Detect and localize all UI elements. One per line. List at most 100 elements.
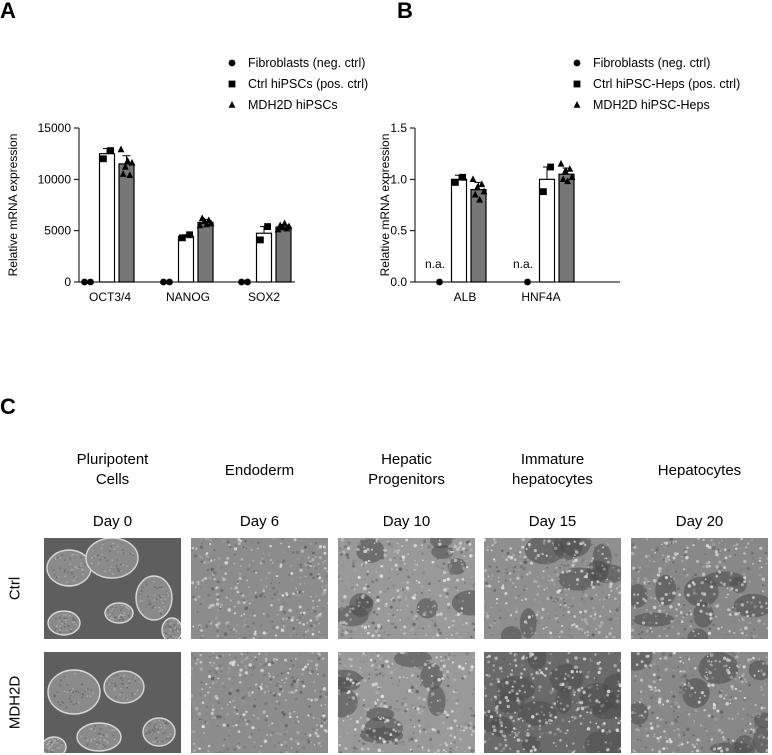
legend-label: Fibroblasts (neg. ctrl) [248,55,366,70]
y-tick-label: 10000 [38,172,72,186]
square-marker-icon [573,80,581,87]
data-point [524,278,531,286]
stage-title-line: Pluripotent [76,451,149,468]
micrograph-ctrl-day-6 [191,538,328,639]
x-tick-label: HNF4A [521,290,560,304]
panel-letter-b: B [397,0,413,23]
y-tick-label: 5000 [44,224,71,238]
micrograph-ctrl-day-10 [338,538,475,639]
y-tick-label: 0 [64,275,71,289]
data-point [196,221,204,229]
stage-title-line: hepatocytes [512,471,593,488]
bar-oct34-1 [98,153,116,283]
stage-title: Immature hepatocytes [488,450,618,490]
square-marker-icon [573,80,581,87]
triangle-marker-icon [573,100,581,108]
y-tick-label: 1.0 [390,172,407,186]
data-point [471,190,479,198]
stage-title-line: Hepatic [381,451,432,468]
data-point [166,278,173,286]
micrograph-mdh2d-day-15 [484,652,621,753]
x-tick-label: SOX2 [248,290,280,304]
data-point [119,170,127,177]
data-point [126,171,134,178]
data-point [562,167,569,174]
stage-title: Endoderm [195,461,325,481]
data-point [274,225,282,233]
day-label: Day 20 [675,513,724,530]
day-label: Day 15 [528,513,577,530]
data-point [244,278,251,286]
legend-b: Fibroblasts (neg. ctrl) Ctrl hiPSC-Heps (… [570,52,740,115]
data-point [160,278,167,286]
square-marker-icon [228,80,236,87]
micrograph-ctrl-day-15 [484,538,621,639]
data-point [540,188,547,196]
legend-label: Ctrl hiPSCs (pos. ctrl) [248,76,369,91]
day-label: Day 6 [239,513,280,530]
stage-title-line: Cells [95,471,130,488]
data-point [100,155,107,163]
data-point [238,278,245,286]
legend-item: Fibroblasts (neg. ctrl) [225,52,368,73]
triangle-marker-icon [573,100,581,108]
data-point [436,278,443,286]
data-point [566,165,574,172]
bar-sox2-1 [255,232,273,283]
data-point [285,222,293,230]
circle-marker-icon [228,59,236,66]
data-point [122,163,129,170]
row-label: Ctrl [6,576,24,600]
annotation-na: n.a. [425,257,445,271]
stage-title: Pluripotent Cells [48,450,178,490]
bar-hnf4a-1 [538,178,556,283]
data-point [557,159,565,167]
data-point [186,231,193,239]
micrograph-ctrl-day-0 [44,538,181,639]
data-point [281,219,288,227]
y-tick-label: 1.5 [390,121,407,135]
bar-nanog-2 [197,221,214,283]
data-point [568,173,576,180]
panel-letter-c: C [0,394,16,419]
stage-title-line: Hepatocytes [657,462,742,479]
x-tick-label: NANOG [166,290,210,304]
x-tick-label: ALB [454,290,477,304]
bar-nanog-1 [177,235,195,283]
micrograph-mdh2d-day-6 [191,652,328,753]
panel-letter-a: A [0,0,16,23]
data-point [547,163,554,171]
bar-hnf4a-2 [558,173,575,283]
y-tick-label: 0.5 [390,224,407,238]
square-marker-icon [228,80,236,87]
data-point [459,173,466,181]
micrograph-mdh2d-day-20 [631,652,768,753]
annotation-na: n.a. [513,257,533,271]
data-point [476,195,483,203]
stage-title-line: Progenitors [368,471,445,488]
data-point [559,175,567,183]
day-label: Day 10 [382,513,431,530]
data-point [264,223,271,230]
legend-item: Ctrl hiPSC-Heps (pos. ctrl) [570,73,740,94]
bar-alb-1 [450,178,468,283]
data-point [124,156,131,164]
micrograph-mdh2d-day-0 [44,652,181,753]
y-axis-label: Relative mRNA expression [378,134,392,277]
triangle-marker-icon [228,100,236,108]
data-point [564,177,571,185]
legend-item: Fibroblasts (neg. ctrl) [570,52,740,73]
data-point [452,179,459,186]
micrograph-ctrl-day-20 [631,538,768,639]
data-point [81,278,88,286]
data-point [480,187,488,195]
legend-label: MDH2D hiPSC-Heps [593,97,710,112]
circle-marker-icon [573,59,581,66]
stage-title-line: Immature [520,451,585,468]
stage-title: Hepatic Progenitors [342,450,472,490]
data-point [474,183,481,191]
micrograph-mdh2d-day-10 [338,652,475,753]
legend-item: MDH2D hiPSC-Heps [570,94,740,115]
triangle-marker-icon [228,100,236,108]
